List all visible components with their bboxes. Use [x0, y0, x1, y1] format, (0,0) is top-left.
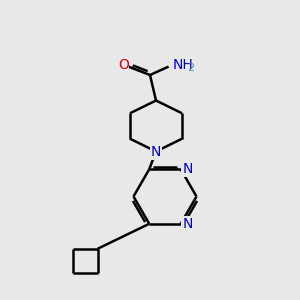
Text: NH: NH	[172, 58, 193, 72]
Text: N: N	[182, 162, 193, 176]
Text: 2: 2	[187, 63, 194, 73]
Text: N: N	[182, 217, 193, 231]
Text: N: N	[151, 146, 161, 159]
Text: O: O	[118, 58, 129, 72]
